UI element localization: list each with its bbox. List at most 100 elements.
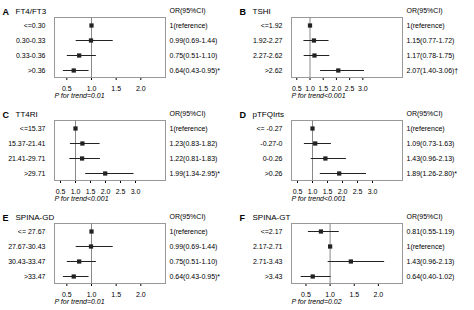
svg-text:-0.27-0: -0.27-0 [260,140,282,147]
svg-text:1.5: 1.5 [322,188,333,196]
svg-text:3.0: 3.0 [358,85,368,92]
svg-text:2.07(1.40-3.06)†: 2.07(1.40-3.06)† [407,67,459,75]
svg-text:>0.36: >0.36 [28,67,46,74]
svg-text:3.0: 3.0 [368,188,378,195]
svg-text:<=2.17: <=2.17 [261,228,283,235]
svg-text:0.99(0.69-1.44): 0.99(0.69-1.44) [170,243,218,251]
svg-text:OR(95%CI): OR(95%CI) [170,7,206,15]
svg-text:1.5: 1.5 [111,85,121,92]
svg-text:1.0: 1.0 [305,85,315,93]
svg-text:>33.47: >33.47 [24,273,46,280]
svg-text:1(reference): 1(reference) [407,22,445,30]
svg-text:P for trend=0.02: P for trend=0.02 [292,298,342,305]
svg-text:<=15.37: <=15.37 [20,125,46,132]
svg-text:2.5: 2.5 [353,188,363,195]
svg-text:30.43-33.47: 30.43-33.47 [8,258,45,265]
svg-text:OR(95%CI): OR(95%CI) [170,213,206,221]
svg-text:SPINA-GD: SPINA-GD [16,213,55,222]
svg-text:OR(95%CI): OR(95%CI) [407,110,443,118]
svg-text:0.33-0.36: 0.33-0.36 [16,52,46,59]
svg-text:1.5: 1.5 [85,188,96,196]
svg-text:OR(95%CI): OR(95%CI) [170,110,206,118]
svg-text:1.22(0.81-1.83): 1.22(0.81-1.83) [170,155,218,163]
svg-text:2.0: 2.0 [337,188,348,196]
svg-text:0.5: 0.5 [62,85,72,93]
svg-text:2.0: 2.0 [136,85,146,92]
svg-text:<=0.30: <=0.30 [24,22,46,29]
svg-text:15.37-21.41: 15.37-21.41 [8,140,45,147]
svg-text:0.81(0.55-1.19): 0.81(0.55-1.19) [407,228,455,236]
svg-text:pTFQIrts: pTFQIrts [253,110,285,119]
svg-text:0.64(0.40-1.02): 0.64(0.40-1.02) [407,273,455,281]
svg-text:OR(95%CI): OR(95%CI) [407,7,443,15]
svg-text:1.99(1.34-2.95)*: 1.99(1.34-2.95)* [170,170,221,178]
svg-text:1.5: 1.5 [349,291,359,298]
svg-text:SPINA-GT: SPINA-GT [253,213,291,222]
svg-text:21.41-29.71: 21.41-29.71 [8,155,45,162]
svg-text:1.0: 1.0 [307,188,318,196]
svg-text:0.5: 0.5 [301,291,311,299]
svg-text:0.30-0.33: 0.30-0.33 [16,37,46,44]
svg-text:1.5: 1.5 [111,291,121,298]
svg-text:2.0: 2.0 [100,188,111,196]
svg-text:FT4/FT3: FT4/FT3 [16,7,47,16]
svg-text:1(reference): 1(reference) [170,125,208,133]
html-text:1.5 2.0: 1.5 2.0 [318,85,342,93]
svg-text:C: C [3,110,10,120]
svg-text:0.5: 0.5 [292,188,303,196]
svg-text:1.17(0.78-1.75): 1.17(0.78-1.75) [407,52,455,60]
svg-text:0-0.26: 0-0.26 [263,155,283,162]
svg-text:1.92-2.27: 1.92-2.27 [253,37,283,44]
svg-text:1.0: 1.0 [86,291,97,299]
svg-text:TT4RI: TT4RI [16,110,38,119]
svg-text:>29.71: >29.71 [24,170,46,177]
svg-text:<= -0.27: <= -0.27 [256,125,282,132]
svg-text:1.0: 1.0 [70,188,81,196]
svg-text:1(reference): 1(reference) [407,125,445,133]
svg-text:A: A [3,7,10,17]
svg-text:B: B [240,7,247,17]
svg-text:2.71-3.43: 2.71-3.43 [253,258,283,265]
svg-text:P for trend=0.01: P for trend=0.01 [55,92,105,99]
svg-text:2.5: 2.5 [116,188,126,195]
svg-text:1.09(0.73-1.63): 1.09(0.73-1.63) [407,140,455,148]
svg-text:P for trend<0.001: P for trend<0.001 [55,195,109,202]
svg-text:1(reference): 1(reference) [170,228,208,236]
svg-text:E: E [3,213,9,223]
svg-text:1.0: 1.0 [86,85,97,93]
svg-text:<=1.92: <=1.92 [261,22,283,29]
svg-text:0.99(0.69-1.44): 0.99(0.69-1.44) [170,37,218,45]
svg-text:2.5: 2.5 [345,85,355,92]
svg-text:1.43(0.96-2.13): 1.43(0.96-2.13) [407,155,455,163]
svg-text:1(reference): 1(reference) [407,243,445,251]
svg-text:P for trend<0.001: P for trend<0.001 [292,92,346,99]
svg-text:1(reference): 1(reference) [170,22,208,30]
svg-text:TSHI: TSHI [253,7,271,16]
svg-text:2.27-2.62: 2.27-2.62 [253,52,283,59]
svg-text:0.5: 0.5 [55,188,66,196]
svg-text:2.0: 2.0 [136,291,146,298]
svg-text:<= 27.67: <= 27.67 [18,228,46,235]
svg-text:P for trend<0.001: P for trend<0.001 [292,195,346,202]
svg-text:0.64(0.43-0.95)*: 0.64(0.43-0.95)* [170,273,221,281]
svg-text:0.64(0.43-0.95)*: 0.64(0.43-0.95)* [170,67,221,75]
svg-text:2.17-2.71: 2.17-2.71 [253,243,283,250]
svg-text:P for trend=0.01: P for trend=0.01 [55,298,105,305]
svg-text:27.67-30.43: 27.67-30.43 [8,243,45,250]
svg-text:1.43(0.96-2.13): 1.43(0.96-2.13) [407,258,455,266]
svg-text:0.75(0.51-1.10): 0.75(0.51-1.10) [170,258,218,266]
svg-text:3.0: 3.0 [131,188,141,195]
svg-text:0.5: 0.5 [62,291,72,299]
svg-text:1.15(0.77-1.72): 1.15(0.77-1.72) [407,37,455,45]
svg-text:>0.26: >0.26 [265,170,283,177]
svg-text:>2.62: >2.62 [265,67,283,74]
svg-text:1.23(0.83-1.82): 1.23(0.83-1.82) [170,140,218,148]
svg-text:0.5: 0.5 [291,85,302,93]
svg-text:2.0: 2.0 [374,291,384,298]
svg-text:D: D [240,110,247,120]
svg-text:OR(95%CI): OR(95%CI) [407,213,443,221]
svg-text:1.89(1.26-2.80)*: 1.89(1.26-2.80)* [407,170,458,178]
svg-text:>3.43: >3.43 [265,273,283,280]
svg-text:F: F [240,213,246,223]
svg-text:0.75(0.51-1.10): 0.75(0.51-1.10) [170,52,218,60]
